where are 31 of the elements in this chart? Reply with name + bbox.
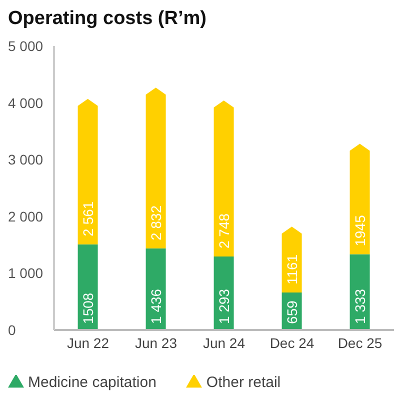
data-label: 1 333 bbox=[352, 288, 368, 324]
y-tick-label: 0 bbox=[8, 322, 16, 338]
y-tick-label: 2 000 bbox=[8, 208, 44, 224]
data-label: 1 293 bbox=[216, 288, 232, 324]
x-tick-label: Dec 24 bbox=[270, 334, 314, 351]
bar bbox=[146, 248, 166, 330]
data-label: 1945 bbox=[352, 214, 368, 246]
legend-label: Other retail bbox=[206, 374, 281, 391]
bar bbox=[78, 244, 98, 330]
bar bbox=[146, 88, 166, 248]
legend-label: Medicine capitation bbox=[28, 374, 156, 391]
y-tick-label: 5 000 bbox=[8, 38, 44, 54]
x-tick-label: Jun 24 bbox=[202, 334, 246, 351]
y-tick-label: 4 000 bbox=[8, 94, 44, 111]
data-label: 1161 bbox=[284, 254, 300, 285]
data-label: 2 561 bbox=[80, 201, 96, 236]
chart-title: Operating costs (R’m) bbox=[8, 8, 208, 30]
x-tick-label: Dec 25 bbox=[338, 334, 382, 351]
y-tick-label: 3 000 bbox=[8, 152, 44, 168]
data-label: 659 bbox=[284, 300, 300, 324]
bar bbox=[282, 226, 302, 293]
x-tick-label: Jun 22 bbox=[66, 334, 110, 351]
data-label: 1 436 bbox=[148, 288, 164, 324]
x-tick-label: Jun 23 bbox=[134, 334, 178, 351]
data-label: 1508 bbox=[80, 292, 96, 324]
bar bbox=[78, 98, 98, 244]
bar bbox=[350, 144, 370, 254]
y-tick-label: 1 000 bbox=[8, 265, 44, 282]
bar bbox=[214, 100, 234, 257]
data-label: 2 832 bbox=[148, 205, 164, 240]
data-label: 2 748 bbox=[216, 213, 232, 249]
